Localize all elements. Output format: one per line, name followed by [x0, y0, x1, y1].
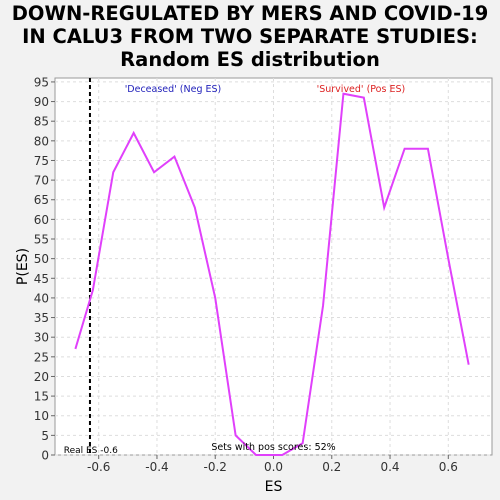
chart-title-line-2: IN CALU3 FROM TWO SEPARATE STUDIES:	[22, 25, 478, 48]
chart-title-line-1: DOWN-REGULATED BY MERS AND COVID-19	[11, 2, 489, 25]
x-tick-label: -0.4	[145, 460, 168, 474]
y-tick-label: 90	[34, 95, 49, 109]
y-tick-label: 85	[34, 115, 49, 129]
x-tick-label: -0.2	[204, 460, 227, 474]
x-tick-label: 0.4	[380, 460, 399, 474]
pos-scores-label: Sets with pos scores: 52%	[211, 442, 335, 453]
y-tick-label: 35	[34, 311, 49, 325]
x-tick-label: -0.6	[87, 460, 110, 474]
y-tick-label: 0	[41, 449, 49, 463]
real-es-label: Real ES -0.6	[64, 446, 118, 456]
pos-es-label: 'Survived' (Pos ES)	[317, 84, 406, 95]
x-tick-label: 0.6	[439, 460, 458, 474]
y-tick-label: 65	[34, 193, 49, 207]
y-tick-label: 40	[34, 291, 49, 305]
y-tick-label: 75	[34, 154, 49, 168]
x-axis-label: ES	[265, 479, 283, 495]
y-tick-label: 15	[34, 390, 49, 404]
y-axis-label: P(ES)	[15, 248, 31, 285]
y-tick-label: 95	[34, 75, 49, 89]
y-tick-label: 70	[34, 174, 49, 188]
y-tick-label: 50	[34, 252, 49, 266]
chart-title: DOWN-REGULATED BY MERS AND COVID-19 IN C…	[0, 0, 500, 71]
series-line	[74, 92, 470, 456]
y-tick-label: 60	[34, 213, 49, 227]
y-tick-label: 45	[34, 272, 49, 286]
chart-title-line-3: Random ES distribution	[120, 48, 380, 71]
y-tick-label: 30	[34, 331, 49, 345]
x-tick-label: 0.0	[264, 460, 283, 474]
y-tick-label: 80	[34, 134, 49, 148]
y-tick-label: 5	[41, 429, 49, 443]
y-tick-label: 55	[34, 233, 49, 247]
y-tick-label: 20	[34, 370, 49, 384]
y-tick-label: 10	[34, 409, 49, 423]
x-tick-label: 0.2	[322, 460, 341, 474]
neg-es-label: 'Deceased' (Neg ES)	[125, 84, 222, 95]
y-tick-label: 25	[34, 350, 49, 364]
